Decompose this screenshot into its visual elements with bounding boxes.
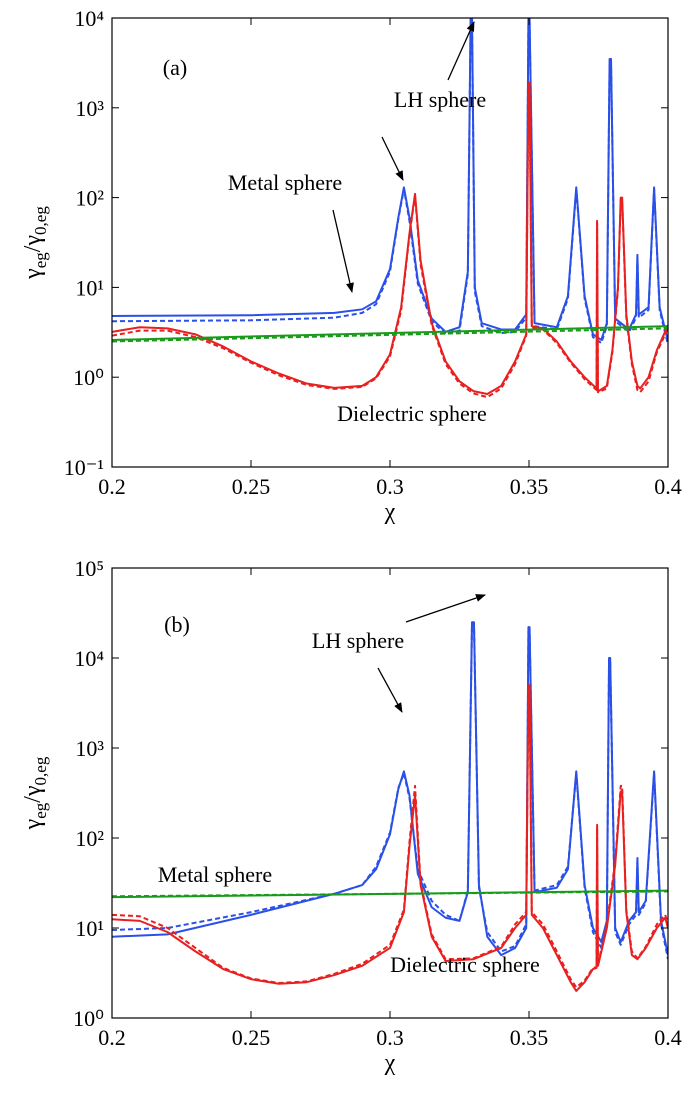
y-tick-label: 10³ xyxy=(75,96,104,121)
y-tick-label: 10⁴ xyxy=(74,6,104,31)
y-axis-label-part: /γ xyxy=(20,235,46,253)
y-axis-label-part: eg xyxy=(31,252,50,269)
y-tick-label: 10⁻¹ xyxy=(64,455,104,480)
annotation-arrow xyxy=(447,21,475,81)
series-line xyxy=(112,18,668,342)
y-tick-label: 10⁵ xyxy=(74,556,104,581)
x-tick-label: 0.2 xyxy=(98,1025,126,1050)
x-tick-label: 0.4 xyxy=(654,474,682,499)
plot-lines xyxy=(112,621,668,992)
x-tick-label: 0.3 xyxy=(376,1025,404,1050)
x-tick-label: 0.35 xyxy=(510,474,549,499)
axes-frame xyxy=(111,17,669,468)
annotation-arrow xyxy=(377,667,403,713)
x-tick-label: 0.25 xyxy=(232,474,271,499)
x-axis-label: χ xyxy=(384,1050,396,1076)
y-axis-label-part: /γ xyxy=(20,785,46,803)
y-axis-label: γeg/γ0,eg xyxy=(20,206,50,280)
series-line xyxy=(112,621,668,957)
y-tick-label: 10⁴ xyxy=(74,646,104,671)
x-tick-label: 0.35 xyxy=(510,1025,549,1050)
x-axis-label: χ xyxy=(384,499,396,525)
y-axis-label-part: eg xyxy=(31,802,50,819)
series-line xyxy=(112,327,668,343)
annotation-arrow xyxy=(405,594,486,623)
y-axis-label: γeg/γ0,eg xyxy=(20,756,50,830)
x-tick-label: 0.3 xyxy=(376,474,404,499)
series-line xyxy=(112,81,668,395)
annotation: (b) xyxy=(164,612,190,637)
annotation: Metal sphere xyxy=(158,862,272,887)
y-tick-label: 10⁰ xyxy=(73,365,104,390)
y-axis-label-part: γ xyxy=(20,268,46,280)
x-tick-label: 0.2 xyxy=(98,474,126,499)
series-line xyxy=(112,684,668,992)
y-axis-label-part: γ xyxy=(20,818,46,830)
annotation: LH sphere xyxy=(312,628,404,653)
annotation-arrow xyxy=(332,209,354,293)
y-tick-label: 10² xyxy=(75,186,104,211)
y-tick-label: 10¹ xyxy=(75,275,104,300)
annotation-arrow xyxy=(381,136,404,181)
annotation: Dielectric sphere xyxy=(390,952,540,977)
plot-lines xyxy=(112,18,668,399)
annotation: LH sphere xyxy=(394,87,486,112)
annotation: Metal sphere xyxy=(228,170,342,195)
series-line xyxy=(112,325,668,341)
y-axis-label-part: 0,eg xyxy=(31,206,50,235)
x-tick-label: 0.25 xyxy=(232,1025,271,1050)
y-axis-label-part: 0,eg xyxy=(31,756,50,785)
series-line xyxy=(112,622,668,960)
annotation: (a) xyxy=(163,55,187,80)
y-tick-label: 10⁰ xyxy=(73,1006,104,1031)
annotation: Dielectric sphere xyxy=(337,401,487,426)
y-tick-label: 10³ xyxy=(75,736,104,761)
y-tick-label: 10² xyxy=(75,826,104,851)
y-tick-label: 10¹ xyxy=(75,916,104,941)
series-line xyxy=(112,889,668,899)
x-tick-label: 0.4 xyxy=(654,1025,682,1050)
